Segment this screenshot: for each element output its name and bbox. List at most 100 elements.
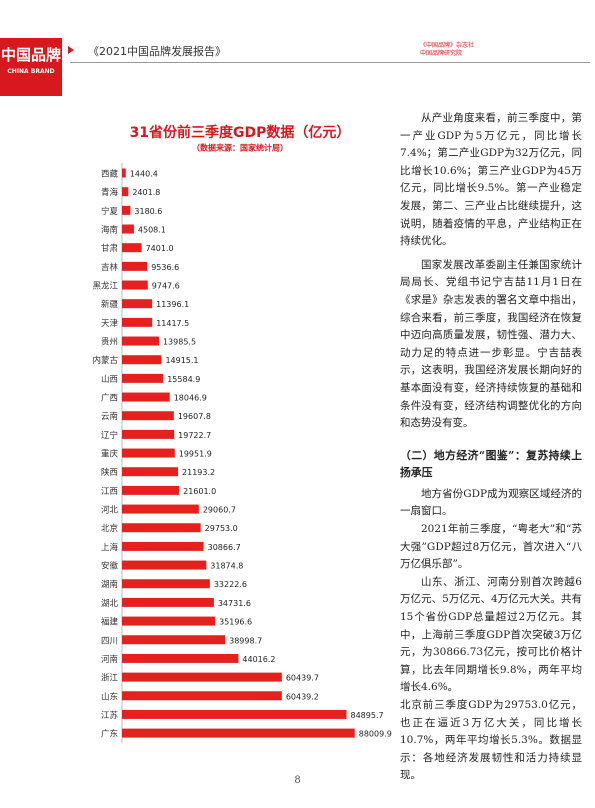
bar — [122, 485, 180, 495]
category-label: 山西 — [101, 374, 118, 385]
value-label: 38998.7 — [229, 636, 262, 645]
section-heading: （二）地方经济“图鉴”：复苏持续上扬承压 — [400, 448, 582, 480]
value-label: 60439.2 — [286, 692, 319, 701]
bar — [122, 299, 153, 309]
category-label: 河南 — [101, 654, 118, 665]
logo-text: 中国品牌 — [0, 46, 61, 64]
bar — [122, 187, 129, 197]
bar — [122, 392, 170, 402]
partner-logo: 《中国品牌》杂志社 中国品牌研究院 — [420, 42, 474, 58]
value-label: 35196.6 — [219, 618, 252, 627]
value-label: 88009.9 — [359, 730, 392, 739]
bar — [122, 579, 210, 589]
value-label: 84895.7 — [351, 711, 384, 720]
paragraph: 地方省份GDP成为观察区域经济的一扇窗口。 — [400, 487, 582, 518]
paragraph: 2021年前三季度，“粤老大”和“苏大强”GDP超过8万亿元，首次进入“八万亿俱… — [400, 523, 582, 571]
chart-title: 31省份前三季度GDP数据（亿元） — [130, 124, 351, 141]
logo-subtext: CHINA BRAND — [7, 68, 55, 75]
category-label: 辽宁 — [101, 430, 118, 441]
category-label: 陕西 — [101, 467, 118, 478]
category-label: 福建 — [101, 617, 119, 628]
category-label: 重庆 — [101, 449, 119, 460]
category-label: 吉林 — [101, 262, 119, 273]
category-label: 浙江 — [101, 673, 119, 684]
bar — [122, 317, 153, 327]
value-label: 19951.9 — [179, 450, 212, 459]
value-label: 29753.0 — [205, 524, 238, 533]
chart-subtitle: （数据来源：国家统计局） — [192, 143, 288, 153]
value-label: 9747.6 — [152, 282, 180, 291]
bar — [122, 541, 204, 551]
paragraph: 山东、浙江、河南分别首次跨越6万亿元、5万亿元、4万亿元大关。共有15个省份GD… — [400, 575, 582, 694]
value-label: 31874.8 — [210, 562, 243, 571]
value-label: 11396.1 — [156, 300, 189, 309]
bar — [122, 728, 355, 738]
value-label: 14915.1 — [165, 356, 198, 365]
chart: 31省份前三季度GDP数据（亿元） （数据来源：国家统计局） 西藏 1440.4 青… — [92, 124, 392, 744]
category-label: 贵州 — [101, 337, 118, 348]
value-label: 29060.7 — [203, 506, 236, 515]
category-label: 甘肃 — [101, 243, 119, 254]
bar — [122, 467, 179, 477]
bar — [122, 653, 239, 663]
bar — [122, 355, 162, 365]
bar — [122, 709, 347, 719]
bar — [122, 336, 159, 346]
marker — [68, 46, 74, 54]
category-label: 广东 — [101, 729, 118, 740]
bar — [122, 448, 175, 458]
value-label: 30866.7 — [208, 543, 241, 552]
value-label: 7401.0 — [146, 244, 174, 253]
partner-text: 中国品牌研究院 — [420, 50, 463, 57]
logo: 中国品牌 CHINA BRAND — [0, 38, 62, 96]
value-label: 44016.2 — [242, 655, 275, 664]
value-label: 3180.6 — [134, 207, 162, 216]
category-label: 上海 — [101, 542, 119, 553]
value-label: 11417.5 — [156, 319, 189, 328]
value-label: 18046.9 — [174, 394, 207, 403]
category-label: 湖南 — [101, 579, 118, 590]
partner-text: 《中国品牌》杂志社 — [420, 42, 475, 49]
value-label: 13985.5 — [163, 338, 196, 347]
category-label: 云南 — [101, 411, 118, 422]
category-label: 安徽 — [101, 561, 119, 572]
category-label: 新疆 — [101, 299, 119, 310]
bar — [122, 411, 174, 421]
text-column: 从产业角度来看，前三季度中，第一产业GDP为5万亿元，同比增长7.4%；第二产业… — [400, 110, 582, 785]
value-label: 9536.6 — [151, 263, 179, 272]
bar — [122, 168, 126, 178]
bar — [122, 224, 134, 234]
category-label: 四川 — [101, 636, 118, 646]
value-label: 33222.6 — [214, 580, 247, 589]
bar — [122, 373, 164, 383]
category-label: 青海 — [101, 187, 119, 198]
value-label: 19607.8 — [178, 412, 211, 421]
category-label: 江西 — [101, 487, 118, 497]
category-label: 河北 — [101, 505, 119, 516]
paragraph: 北京前三季度GDP为29753.0亿元，也正在逼近3万亿大关，同比增长10.7%… — [400, 699, 582, 782]
value-label: 34731.6 — [218, 599, 251, 608]
value-label: 4508.1 — [138, 226, 166, 235]
bar — [122, 691, 282, 701]
value-label: 60439.7 — [286, 674, 319, 683]
paragraph: 国家发展改革委副主任兼国家统计局局长、党组书记宁吉喆11月1日在《求是》杂志发表… — [400, 258, 582, 430]
category-label: 北京 — [101, 523, 118, 534]
bar — [122, 560, 207, 570]
page-number: 8 — [294, 775, 301, 786]
bar — [122, 672, 282, 682]
category-label: 内蒙古 — [92, 355, 118, 366]
value-label: 1440.4 — [130, 170, 158, 179]
bar — [122, 597, 214, 607]
category-label: 黑龙江 — [92, 281, 118, 292]
header-rule — [70, 62, 590, 63]
bar — [122, 261, 148, 271]
category-label: 西藏 — [101, 169, 119, 180]
bar — [122, 504, 199, 514]
category-label: 广西 — [101, 393, 118, 404]
bar — [122, 616, 216, 626]
report-title: 《2021中国品牌发展报告》 — [88, 45, 226, 58]
value-label: 19722.7 — [178, 431, 211, 440]
category-label: 江苏 — [101, 710, 119, 721]
category-label: 宁夏 — [101, 206, 119, 217]
